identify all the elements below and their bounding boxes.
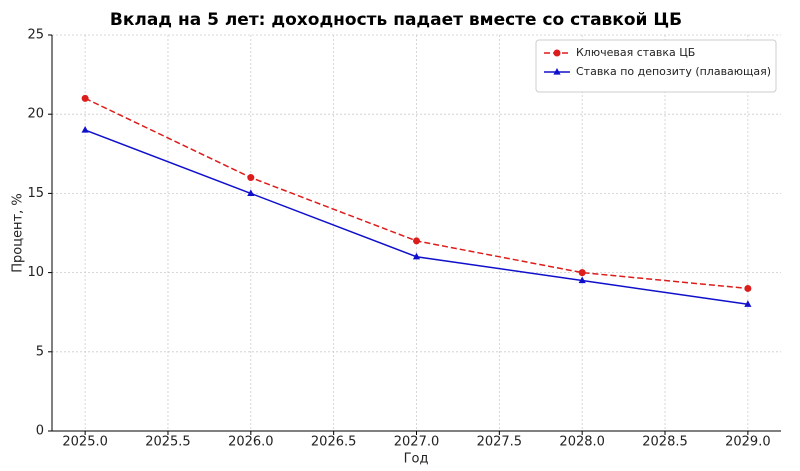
x-axis-label: Год bbox=[404, 452, 429, 467]
x-tick-label: 2026.0 bbox=[228, 435, 274, 450]
x-tick-label: 2028.0 bbox=[559, 435, 605, 450]
chart-title: Вклад на 5 лет: доходность падает вместе… bbox=[110, 10, 682, 30]
legend-label: Ставка по депозиту (плавающая) bbox=[576, 65, 771, 78]
marker bbox=[578, 276, 586, 284]
y-tick-label: 25 bbox=[27, 28, 44, 43]
legend-box bbox=[535, 39, 777, 93]
x-tick-label: 2025.5 bbox=[145, 435, 191, 450]
x-tick-label: 2026.5 bbox=[311, 435, 357, 450]
marker bbox=[744, 300, 752, 307]
marker bbox=[412, 252, 421, 260]
y-tick-label: 20 bbox=[27, 107, 44, 122]
legend-label: Ключевая ставка ЦБ bbox=[576, 46, 695, 59]
legend-marker bbox=[553, 49, 561, 57]
y-tick-label: 0 bbox=[36, 424, 44, 439]
marker bbox=[81, 126, 89, 133]
marker bbox=[578, 269, 586, 277]
y-tick-label: 15 bbox=[27, 186, 44, 201]
marker bbox=[744, 284, 752, 292]
legend-marker bbox=[553, 68, 561, 75]
x-tick-label: 2027.5 bbox=[477, 435, 523, 450]
x-tick-label: 2027.0 bbox=[394, 435, 440, 450]
x-tick-label: 2025.0 bbox=[62, 435, 108, 450]
x-tick-label: 2028.5 bbox=[642, 435, 688, 450]
y-tick-label: 5 bbox=[36, 344, 44, 359]
marker bbox=[413, 237, 420, 245]
marker bbox=[247, 174, 255, 182]
marker bbox=[247, 189, 255, 196]
y-axis-label: Процент, % bbox=[11, 193, 26, 273]
x-tick-label: 2029.0 bbox=[725, 435, 771, 450]
y-tick-label: 10 bbox=[27, 265, 44, 280]
marker bbox=[81, 94, 89, 102]
